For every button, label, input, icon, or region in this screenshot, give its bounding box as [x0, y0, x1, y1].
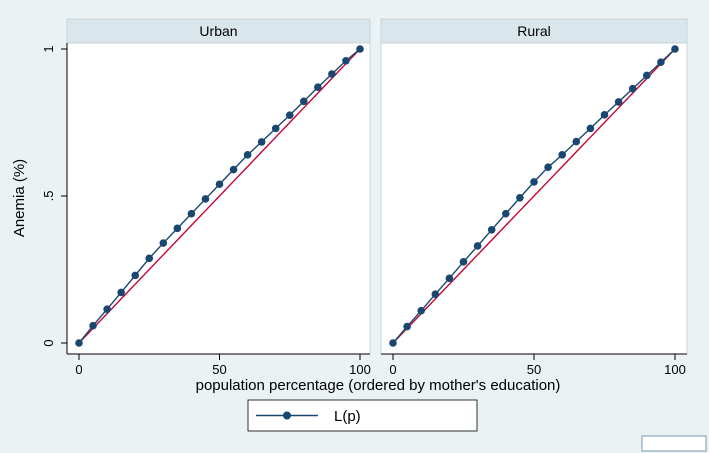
- lp-point-rural: [473, 242, 482, 250]
- lp-point-urban: [285, 111, 294, 119]
- lp-point-urban: [117, 288, 125, 297]
- x-axis-rural: 0 50 100: [381, 353, 687, 377]
- lp-point-urban: [243, 151, 252, 159]
- corner-box: [641, 435, 707, 452]
- plot-marks-urban: [75, 45, 364, 347]
- x-tick-label-rural: 100: [664, 362, 686, 377]
- lp-point-rural: [544, 163, 552, 171]
- y-axis: 0.51: [41, 43, 68, 354]
- legend-marker-swatch: [283, 411, 291, 420]
- x-axis-label: population percentage (ordered by mother…: [196, 377, 561, 394]
- lp-point-urban: [201, 195, 210, 203]
- lp-point-urban: [173, 224, 182, 233]
- lp-point-urban: [257, 138, 266, 146]
- y-tick-label: 0: [41, 339, 56, 346]
- lp-point-urban: [300, 97, 308, 106]
- legend-entry-label: L(p): [334, 408, 361, 425]
- lp-point-rural: [431, 290, 440, 298]
- lp-point-rural: [657, 58, 665, 67]
- lp-point-rural: [516, 193, 524, 202]
- panel-title-rural: Rural: [517, 23, 550, 39]
- lp-point-urban: [159, 239, 168, 247]
- legend: L(p): [247, 399, 478, 432]
- lp-point-urban: [356, 45, 364, 53]
- y-tick-label: 1: [41, 45, 56, 52]
- lp-point-rural: [403, 322, 411, 331]
- x-axis-urban: 0 50 100: [67, 353, 371, 377]
- plot-marks-rural: [389, 45, 679, 347]
- lp-point-urban: [131, 271, 139, 280]
- x-tick-label-rural: 50: [527, 362, 541, 377]
- lp-point-urban: [145, 254, 154, 263]
- lp-point-urban: [75, 339, 83, 347]
- x-tick-label-rural: 0: [389, 362, 396, 377]
- lp-point-urban: [215, 180, 224, 189]
- lp-point-rural: [572, 137, 581, 146]
- lp-point-rural: [643, 71, 651, 80]
- lp-point-rural: [417, 306, 426, 315]
- lp-point-rural: [459, 258, 468, 266]
- lp-point-rural: [586, 124, 595, 133]
- lp-point-urban: [103, 305, 111, 313]
- panel-header-urban: [66, 18, 371, 44]
- panel-header-rural: [380, 18, 688, 44]
- equality-line-urban: [78, 48, 361, 344]
- panel-urban: Urban: [66, 18, 371, 355]
- lp-point-urban: [314, 83, 322, 92]
- x-tick-label-urban: 100: [349, 362, 371, 377]
- panel-title-urban: Urban: [199, 23, 237, 39]
- lp-point-rural: [389, 339, 397, 347]
- lp-point-urban: [271, 124, 280, 133]
- lp-point-rural: [558, 151, 566, 159]
- lp-point-urban: [342, 56, 350, 65]
- equality-line-rural: [392, 48, 676, 344]
- lp-point-rural: [445, 274, 454, 283]
- x-tick-label-urban: 0: [75, 362, 82, 377]
- lp-point-urban: [187, 209, 196, 218]
- lp-point-urban: [229, 165, 238, 174]
- lp-point-rural: [614, 98, 623, 106]
- y-axis-label: Anemia (%): [11, 159, 28, 237]
- lp-point-rural: [671, 45, 679, 53]
- lp-point-rural: [487, 226, 496, 234]
- y-tick-label: .5: [41, 191, 56, 202]
- panel-rural: Rural: [380, 18, 688, 355]
- lp-point-rural: [600, 111, 609, 119]
- lp-point-urban: [328, 70, 336, 78]
- x-tick-label-urban: 50: [212, 362, 226, 377]
- lp-point-rural: [628, 84, 637, 93]
- lp-point-rural: [502, 209, 510, 218]
- lp-point-rural: [530, 178, 538, 186]
- lp-point-urban: [89, 321, 97, 330]
